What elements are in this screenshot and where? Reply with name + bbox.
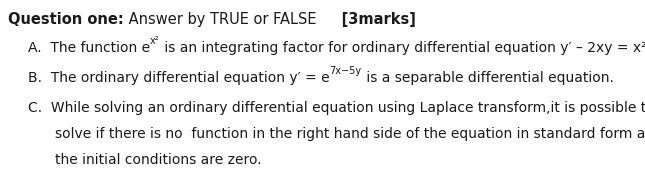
Text: [3marks]: [3marks] xyxy=(316,12,416,27)
Text: C.  While solving an ordinary differential equation using Laplace transform,it i: C. While solving an ordinary differentia… xyxy=(28,101,645,115)
Text: solve if there is no  function in the right hand side of the equation in standar: solve if there is no function in the rig… xyxy=(55,127,645,141)
Text: Answer by TRUE or FALSE: Answer by TRUE or FALSE xyxy=(124,12,316,27)
Text: Question one:: Question one: xyxy=(8,12,124,27)
Text: 7x−5y: 7x−5y xyxy=(330,66,362,76)
Text: is a separable differential equation.: is a separable differential equation. xyxy=(362,71,613,85)
Text: x²: x² xyxy=(150,36,160,46)
Text: is an integrating factor for ordinary differential equation y′ – 2xy = x².: is an integrating factor for ordinary di… xyxy=(160,41,645,55)
Text: the initial conditions are zero.: the initial conditions are zero. xyxy=(55,153,262,167)
Text: B.  The ordinary differential equation y′ = e: B. The ordinary differential equation y′… xyxy=(28,71,330,85)
Text: A.  The function e: A. The function e xyxy=(28,41,150,55)
